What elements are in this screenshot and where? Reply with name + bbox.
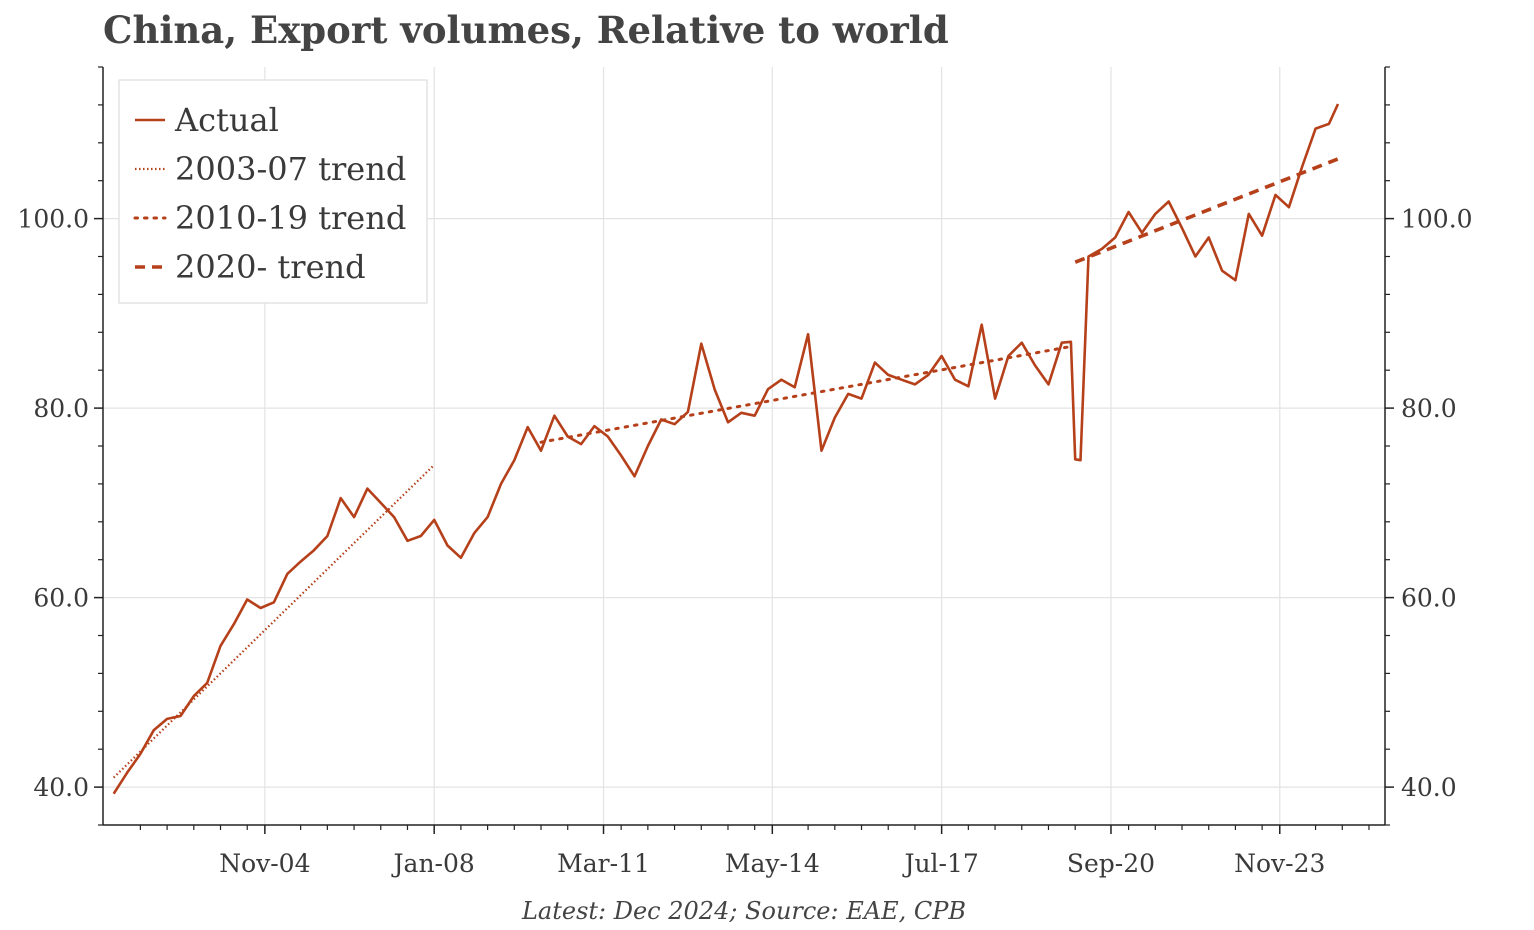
series-2020-trend <box>1074 157 1339 264</box>
series-lines <box>112 103 1340 795</box>
legend: Actual 2003-07 trend 2010-19 trend 2020- tr… <box>118 79 428 304</box>
legend-label: Actual <box>174 101 279 139</box>
chart-title: China, Export volumes, Relative to world <box>103 8 949 52</box>
series-actual <box>112 103 1340 795</box>
y-tick-label-left: 100.0 <box>17 205 89 234</box>
source-note: Latest: Dec 2024; Source: EAE, CPB <box>521 897 966 925</box>
y-tick-label-right: 40.0 <box>1401 773 1457 802</box>
series-2010-19-trend <box>539 345 1073 444</box>
legend-label: 2003-07 trend <box>175 150 406 188</box>
axes: Nov-04 Jan-08 Mar-11 May-14 Jul-17 Sep-20 Nov-… <box>17 66 1473 878</box>
x-tick-label: May-14 <box>725 849 820 878</box>
grid-lines <box>103 67 1385 825</box>
x-tick-label: Mar-11 <box>557 849 650 878</box>
x-tick-label: Nov-04 <box>219 849 310 878</box>
legend-label: 2010-19 trend <box>175 199 406 237</box>
x-tick-label: Nov-23 <box>1234 849 1325 878</box>
y-tick-label-left: 40.0 <box>33 773 89 802</box>
y-tick-label-left: 80.0 <box>33 394 89 423</box>
x-tick-label: Jan-08 <box>391 849 475 878</box>
y-tick-label-right: 80.0 <box>1401 394 1457 423</box>
y-tick-label-right: 100.0 <box>1401 205 1473 234</box>
y-tick-label-right: 60.0 <box>1401 584 1457 613</box>
legend-box <box>118 79 428 304</box>
legend-label: 2020- trend <box>175 248 366 286</box>
y-tick-label-left: 60.0 <box>33 584 89 613</box>
x-tick-label: Sep-20 <box>1067 849 1155 878</box>
x-tick-label: Jul-17 <box>901 849 978 878</box>
series-2003-07-trend <box>112 464 435 779</box>
